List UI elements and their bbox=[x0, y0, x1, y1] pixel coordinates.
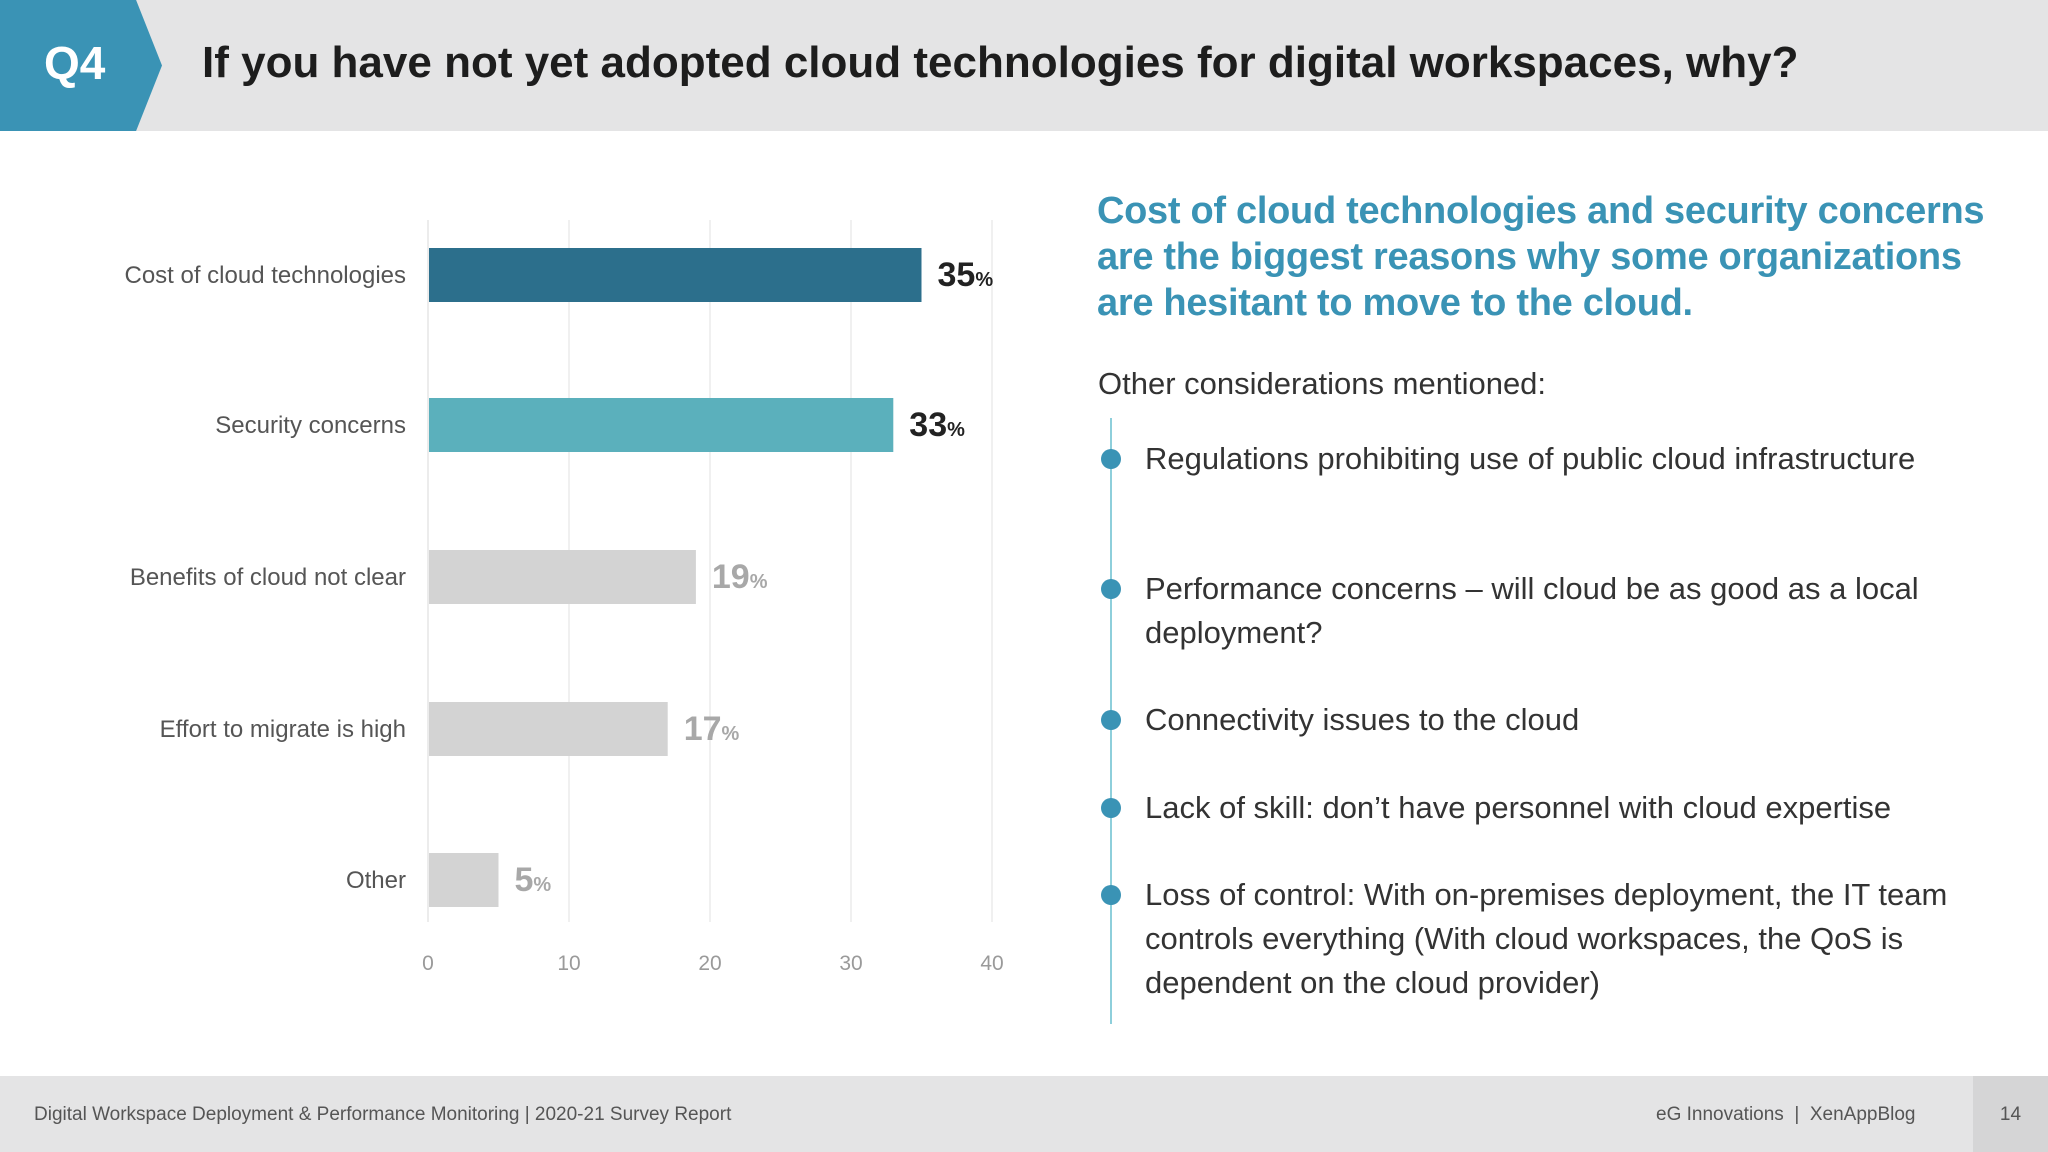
bar bbox=[428, 550, 696, 604]
value-unit: % bbox=[722, 723, 740, 745]
header-bar: Q4 If you have not yet adopted cloud tec… bbox=[0, 0, 2048, 131]
bar bbox=[428, 853, 499, 907]
other-considerations-heading: Other considerations mentioned: bbox=[1098, 366, 1547, 401]
consideration-item: Loss of control: With on-premises deploy… bbox=[1145, 877, 1948, 1000]
value-unit: % bbox=[975, 269, 993, 291]
question-tag: Q4 bbox=[0, 0, 162, 131]
bar-chart: 0 10 20 30 40 Cost of cloud technologies 35% Se… bbox=[0, 180, 1060, 1010]
category-label: Effort to migrate is high bbox=[160, 716, 406, 743]
value-unit: % bbox=[533, 874, 551, 896]
value-label: 19% bbox=[712, 558, 768, 596]
category-label: Security concerns bbox=[215, 412, 406, 439]
bar-chart-svg: 0 10 20 30 40 Cost of cloud technologies 35% Se… bbox=[124, 220, 1004, 975]
consideration-item: Regulations prohibiting use of public cl… bbox=[1145, 441, 1916, 476]
page-title: If you have not yet adopted cloud techno… bbox=[202, 38, 1799, 87]
value-label: 5% bbox=[515, 861, 552, 899]
x-tick-label: 0 bbox=[422, 952, 434, 975]
category-label: Other bbox=[346, 867, 406, 894]
x-tick-label: 40 bbox=[980, 952, 1003, 975]
value-unit: % bbox=[947, 419, 965, 441]
page-number-box: 14 bbox=[1973, 1076, 2048, 1152]
value-label: 35% bbox=[938, 256, 994, 294]
footer-bar: Digital Workspace Deployment & Performan… bbox=[0, 1076, 2048, 1152]
bar bbox=[428, 248, 922, 302]
bullet-dot-icon bbox=[1101, 710, 1121, 730]
bar bbox=[428, 398, 894, 452]
footer-brand: eG Innovations | XenAppBlog bbox=[1656, 1104, 1916, 1125]
x-tick-label: 20 bbox=[698, 952, 721, 975]
category-label: Benefits of cloud not clear bbox=[130, 564, 406, 591]
value-label: 33% bbox=[909, 406, 965, 444]
x-tick-label: 30 bbox=[839, 952, 862, 975]
page-number: 14 bbox=[1999, 1104, 2022, 1125]
bullet-dot-icon bbox=[1101, 885, 1121, 905]
value-label: 17% bbox=[684, 710, 740, 748]
consideration-item: Lack of skill: don’t have personnel with… bbox=[1145, 790, 1892, 825]
question-tag-label: Q4 bbox=[44, 37, 106, 89]
value-unit: % bbox=[750, 571, 768, 593]
bar bbox=[428, 702, 668, 756]
insight-headline: Cost of cloud technologies and security … bbox=[1097, 190, 1985, 324]
bullet-dot-icon bbox=[1101, 449, 1121, 469]
footer-report-title: Digital Workspace Deployment & Performan… bbox=[34, 1104, 732, 1125]
bullet-dot-icon bbox=[1101, 579, 1121, 599]
category-label: Cost of cloud technologies bbox=[124, 262, 406, 289]
x-tick-label: 10 bbox=[557, 952, 580, 975]
consideration-item: Connectivity issues to the cloud bbox=[1145, 702, 1580, 737]
consideration-item: Performance concerns – will cloud be as … bbox=[1145, 571, 1919, 650]
bullet-dot-icon bbox=[1101, 798, 1121, 818]
